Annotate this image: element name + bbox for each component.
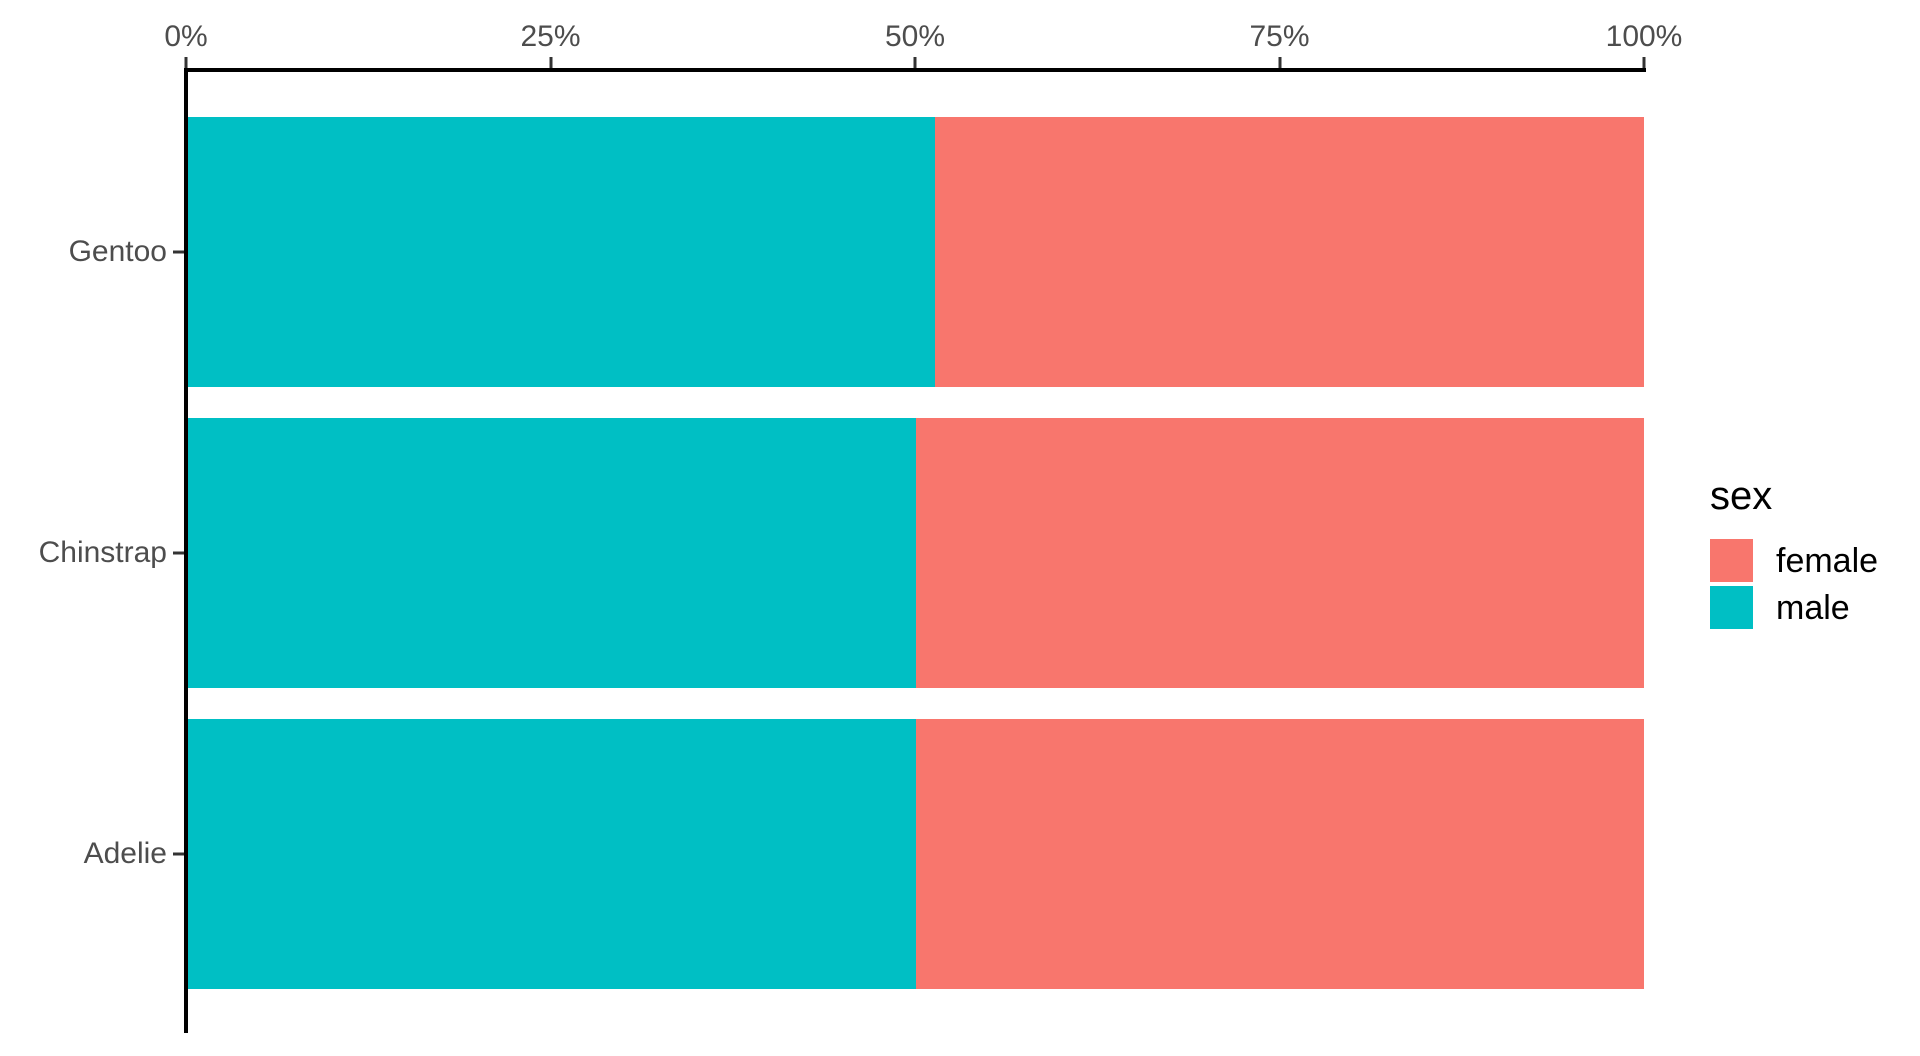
x-axis-tick (1642, 57, 1646, 68)
bar-segment-female (934, 117, 1644, 387)
bar-segment-male (188, 117, 935, 387)
y-axis-tick-label: Chinstrap (38, 536, 167, 569)
y-axis-tick-label: Gentoo (68, 235, 167, 268)
x-axis-tick-label: 25% (520, 20, 581, 53)
x-axis-line (184, 68, 1646, 72)
bar-segment-female (916, 418, 1644, 688)
legend-entry-male: male (1710, 586, 1878, 629)
x-axis-tick-label: 100% (1605, 20, 1683, 53)
x-axis-tick (184, 57, 188, 68)
x-axis-tick (549, 57, 552, 68)
y-axis-line (184, 68, 188, 1033)
y-axis-tick-label: Adelie (83, 837, 167, 870)
legend-entry-label: female (1776, 541, 1879, 580)
x-axis-tick-label: 50% (884, 20, 946, 53)
bar-segment-male (188, 719, 916, 989)
legend-swatch-male (1710, 586, 1753, 629)
y-axis-tick (173, 852, 184, 856)
x-axis-tick (1278, 57, 1281, 68)
legend: sex female male (1710, 472, 1878, 633)
plot-area: 0% 25% 50% 75% 100% Gentoo Chinstrap Adelie (39, 22, 1682, 1033)
x-axis-tick (913, 57, 917, 68)
y-axis-tick (173, 551, 184, 555)
y-axis-tick (173, 250, 184, 254)
legend-swatch-female (1710, 539, 1753, 582)
legend-entry-label: male (1776, 588, 1850, 627)
bar-row-gentoo (188, 117, 1644, 387)
bar-segment-male (188, 418, 916, 688)
bar-segment-female (916, 719, 1644, 989)
legend-entry-female: female (1710, 539, 1878, 582)
legend-keys: female male (1710, 539, 1878, 629)
bar-row-chinstrap (188, 418, 1644, 688)
x-axis-tick-label: 0% (164, 20, 208, 53)
x-axis-tick-label: 75% (1249, 20, 1310, 53)
legend-title: sex (1710, 474, 1773, 518)
bar-row-adelie (188, 719, 1644, 989)
